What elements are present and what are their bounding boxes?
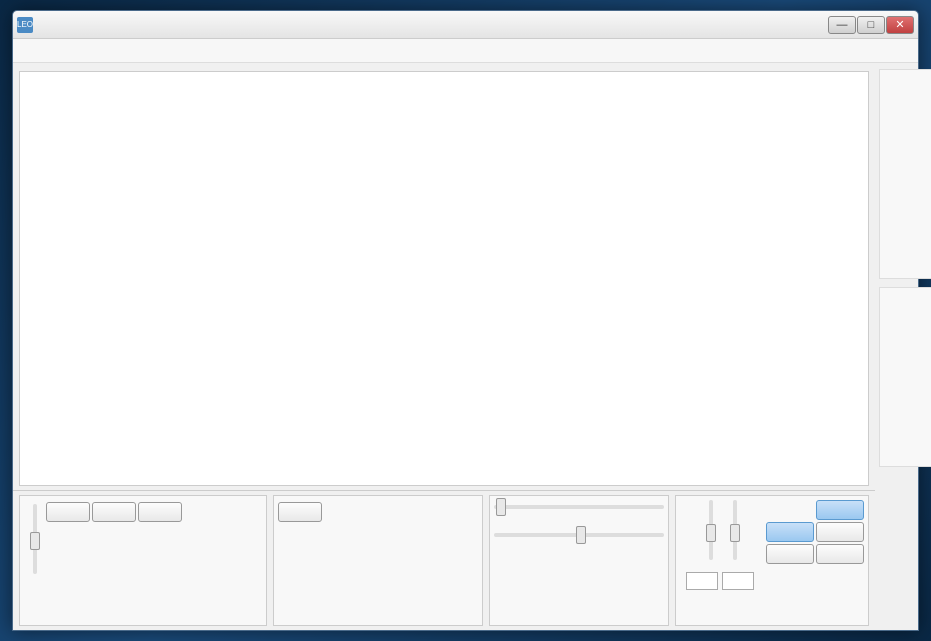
- level-input[interactable]: [686, 572, 718, 590]
- vertical-cursors-panel: [879, 69, 931, 279]
- horizontal-cursors-panel: [879, 287, 931, 467]
- auto-button[interactable]: [816, 544, 864, 564]
- pretrig-slider[interactable]: [730, 524, 740, 542]
- chart-area: [13, 63, 875, 490]
- level-slider[interactable]: [706, 524, 716, 542]
- voltage-group: [19, 495, 267, 626]
- app-window: LEO — □ ✕: [12, 10, 919, 631]
- pretrig-input[interactable]: [722, 572, 754, 590]
- zoom-group: [489, 495, 669, 626]
- app-icon: LEO: [17, 17, 33, 33]
- voltage-offset-slider[interactable]: [30, 532, 40, 550]
- chan-button[interactable]: [92, 502, 136, 522]
- oscilloscope-chart: [19, 71, 869, 486]
- close-button[interactable]: ✕: [886, 16, 914, 34]
- rise-button[interactable]: [766, 522, 814, 542]
- reset-button[interactable]: [46, 502, 90, 522]
- maximize-button[interactable]: □: [857, 16, 885, 34]
- zoom-slider[interactable]: [494, 505, 664, 523]
- right-panel: [875, 63, 931, 630]
- fall-button[interactable]: [766, 544, 814, 564]
- trigger-group: [675, 495, 869, 626]
- bottom-panel: [13, 490, 875, 630]
- menubar: [13, 39, 918, 63]
- minimize-button[interactable]: —: [828, 16, 856, 34]
- all-button[interactable]: [138, 502, 182, 522]
- single-button[interactable]: [816, 500, 864, 520]
- max-button[interactable]: [278, 502, 322, 522]
- titlebar[interactable]: LEO — □ ✕: [13, 11, 918, 39]
- position-slider[interactable]: [494, 533, 664, 551]
- normal-button[interactable]: [816, 522, 864, 542]
- timebase-group: [273, 495, 483, 626]
